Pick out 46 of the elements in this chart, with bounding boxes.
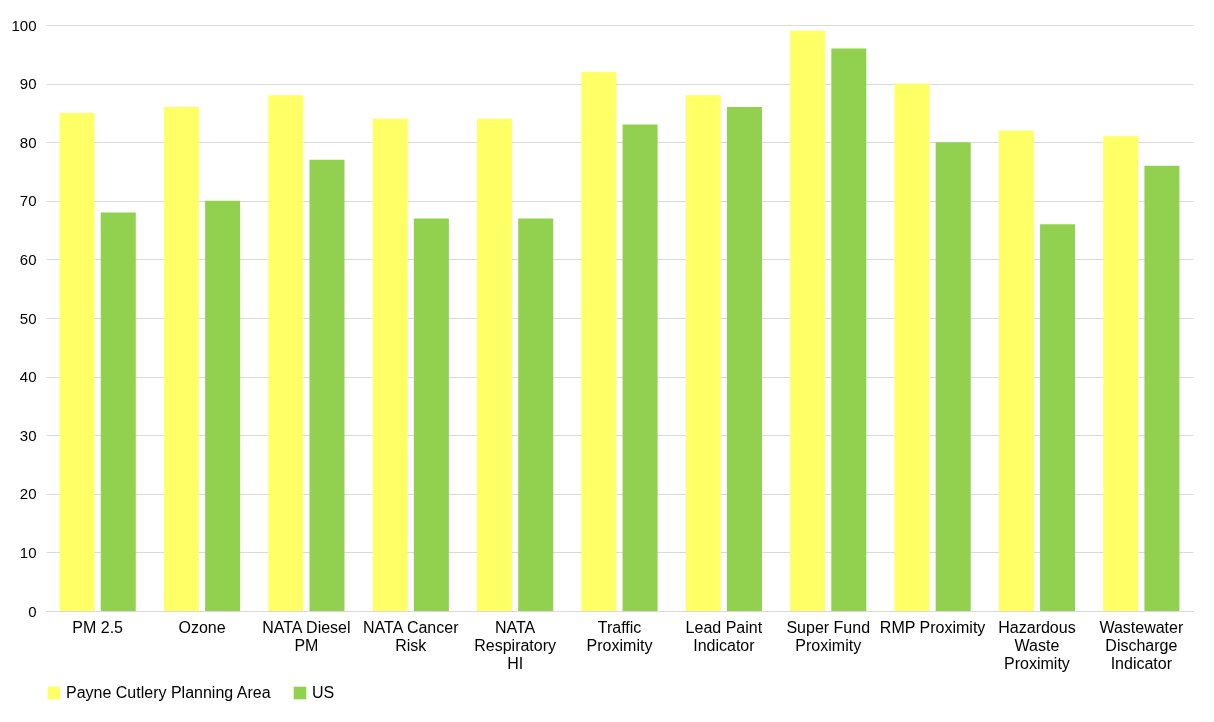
bar <box>268 95 304 611</box>
y-tick-label: 60 <box>19 250 37 268</box>
bar <box>894 83 930 611</box>
bar <box>163 107 199 611</box>
x-tick-label: Traffic Proximity <box>586 618 653 654</box>
y-tick-label: 100 <box>11 16 37 34</box>
bar <box>518 218 554 611</box>
bar <box>59 112 95 611</box>
y-tick-label: 40 <box>19 368 37 386</box>
x-tick-label: PM 2.5 <box>72 618 124 636</box>
bar <box>726 107 762 611</box>
bar <box>309 159 345 611</box>
bar <box>413 218 449 611</box>
bar <box>998 130 1034 611</box>
y-tick-label: 0 <box>28 602 37 620</box>
y-tick-label: 10 <box>19 543 37 561</box>
bar <box>205 200 241 611</box>
legend-label: Payne Cutlery Planning Area <box>66 684 271 701</box>
x-tick-label: RMP Proximity <box>879 618 986 636</box>
y-tick-label: 90 <box>19 75 37 93</box>
bar <box>831 48 867 611</box>
y-tick-label: 70 <box>19 192 37 210</box>
x-tick-label: Hazardous Waste Proximity <box>998 618 1076 672</box>
x-tick-label: NATA Cancer Risk <box>363 618 460 654</box>
legend-label: US <box>312 684 335 701</box>
bar <box>790 30 826 611</box>
bar <box>935 142 971 611</box>
x-tick-label: Ozone <box>178 618 226 636</box>
bar <box>581 71 617 611</box>
y-tick-label: 50 <box>19 309 37 327</box>
y-tick-label: 80 <box>19 133 37 151</box>
bar <box>1144 165 1180 611</box>
y-tick-label: 20 <box>19 485 37 503</box>
bar <box>685 95 721 611</box>
x-tick-label: Lead Paint Indicator <box>685 618 763 654</box>
bar <box>477 118 513 611</box>
bar <box>622 124 658 611</box>
bar <box>1103 136 1139 611</box>
bar <box>1040 224 1076 611</box>
x-tick-label: Wastewater Discharge Indicator <box>1099 618 1184 672</box>
y-tick-label: 30 <box>19 426 37 444</box>
x-tick-label: Super Fund Proximity <box>786 618 871 654</box>
x-tick-label: NATA Diesel PM <box>262 618 351 654</box>
bar <box>372 118 408 611</box>
bar <box>100 212 136 611</box>
x-tick-label: NATA Respiratory HI <box>474 618 557 672</box>
